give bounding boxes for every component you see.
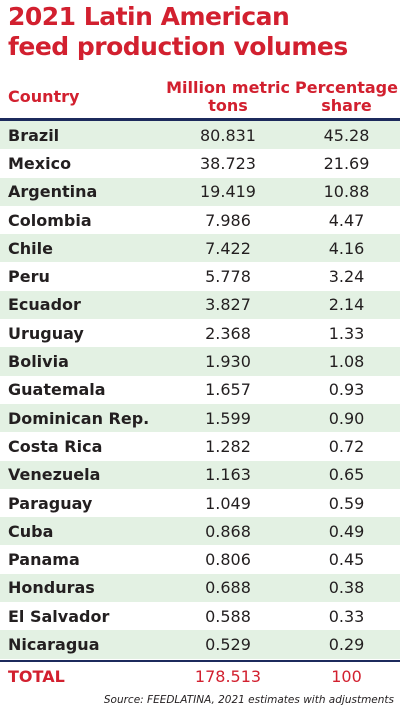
- header-cell: Million metric tons: [166, 78, 290, 115]
- value-cell: 5.778: [205, 267, 251, 287]
- value-cell: 4.16: [328, 238, 365, 258]
- value-cell: 38.723: [200, 153, 256, 173]
- total-cell: TOTAL: [8, 666, 65, 686]
- total-cell: 100: [331, 666, 362, 686]
- value-cell: 3.24: [328, 267, 365, 287]
- table-row: Bolivia 1.930 1.08: [0, 347, 400, 376]
- value-cell: 1.657: [205, 380, 251, 400]
- table-row: El Salvador 0.588 0.33: [0, 602, 400, 630]
- value-cell: 0.588: [205, 606, 251, 626]
- value-cell: 1.599: [205, 408, 251, 428]
- table-row: Argentina 19.419 10.88: [0, 177, 400, 206]
- value-cell: 0.29: [328, 634, 365, 654]
- table-row: Panama 0.806 0.45: [0, 545, 400, 573]
- country-cell: Honduras: [8, 578, 95, 598]
- country-cell: Argentina: [8, 182, 98, 202]
- table-row: Colombia 7.986 4.47: [0, 206, 400, 234]
- table-row: Costa Rica 1.282 0.72: [0, 432, 400, 460]
- country-cell: Uruguay: [8, 323, 84, 343]
- country-cell: Cuba: [8, 521, 54, 541]
- value-cell: 19.419: [200, 182, 256, 202]
- title-line: feed production volumes: [8, 32, 348, 61]
- table-header: Country Million metric tons Percentage s…: [0, 76, 400, 121]
- value-cell: 10.88: [323, 182, 370, 202]
- table-row: Chile 7.422 4.16: [0, 234, 400, 263]
- country-cell: Dominican Rep.: [8, 408, 150, 428]
- value-cell: 0.529: [205, 634, 251, 654]
- value-cell: 0.38: [328, 578, 365, 598]
- table-row: Venezuela 1.163 0.65: [0, 460, 400, 489]
- value-cell: 1.33: [328, 323, 365, 343]
- value-cell: 0.90: [328, 408, 365, 428]
- country-cell: Panama: [8, 550, 80, 570]
- value-cell: 1.049: [205, 493, 251, 513]
- table-row: Ecuador 3.827 2.14: [0, 290, 400, 320]
- country-cell: El Salvador: [8, 606, 110, 626]
- value-cell: 0.45: [328, 550, 365, 570]
- value-cell: 1.163: [205, 465, 251, 485]
- value-cell: 0.93: [328, 380, 365, 400]
- header-cell: Country: [8, 87, 80, 106]
- value-cell: 7.422: [205, 238, 251, 258]
- value-cell: 45.28: [323, 125, 370, 145]
- value-cell: 0.59: [328, 493, 365, 513]
- total-row: TOTAL 178.513 100: [0, 660, 400, 690]
- table-row: Nicaragua 0.529 0.29: [0, 630, 400, 659]
- table-row: Guatemala 1.657 0.93: [0, 376, 400, 404]
- table-row: Honduras 0.688 0.38: [0, 573, 400, 603]
- country-cell: Peru: [8, 267, 50, 287]
- value-cell: 0.33: [328, 606, 365, 626]
- country-cell: Mexico: [8, 153, 72, 173]
- source-note: Source: FEEDLATINA, 2021 estimates with …: [103, 694, 394, 706]
- country-cell: Guatemala: [8, 380, 106, 400]
- table-row: Paraguay 1.049 0.59: [0, 489, 400, 517]
- country-cell: Brazil: [8, 125, 60, 145]
- country-cell: Venezuela: [8, 465, 101, 485]
- country-cell: Paraguay: [8, 493, 93, 513]
- total-cell: 178.513: [194, 666, 262, 686]
- table-body: Brazil 80.831 45.28 Mexico 38.723 21.69 Argent…: [0, 121, 400, 659]
- value-cell: 0.49: [328, 521, 365, 541]
- title: 2021 Latin American feed production volu…: [8, 2, 348, 62]
- value-cell: 0.72: [328, 436, 365, 456]
- table-row: Mexico 38.723 21.69: [0, 149, 400, 177]
- table-row: Brazil 80.831 45.28: [0, 121, 400, 150]
- value-cell: 1.930: [205, 352, 251, 372]
- country-cell: Colombia: [8, 210, 92, 230]
- country-cell: Nicaragua: [8, 634, 100, 654]
- value-cell: 0.806: [205, 550, 251, 570]
- value-cell: 0.868: [205, 521, 251, 541]
- country-cell: Chile: [8, 238, 53, 258]
- country-cell: Costa Rica: [8, 436, 103, 456]
- country-cell: Ecuador: [8, 295, 81, 315]
- table-row: Dominican Rep. 1.599 0.90: [0, 403, 400, 433]
- table-row: Cuba 0.868 0.49: [0, 517, 400, 546]
- value-cell: 2.368: [205, 323, 251, 343]
- value-cell: 1.08: [328, 352, 365, 372]
- value-cell: 2.14: [328, 295, 365, 315]
- value-cell: 4.47: [328, 210, 365, 230]
- value-cell: 7.986: [205, 210, 251, 230]
- value-cell: 0.688: [205, 578, 251, 598]
- country-cell: Bolivia: [8, 352, 69, 372]
- value-cell: 80.831: [200, 125, 256, 145]
- value-cell: 21.69: [323, 153, 370, 173]
- value-cell: 0.65: [328, 465, 365, 485]
- table-row: Uruguay 2.368 1.33: [0, 319, 400, 347]
- value-cell: 1.282: [205, 436, 251, 456]
- value-cell: 3.827: [205, 295, 251, 315]
- header-cell: Percentage share: [295, 78, 398, 115]
- title-line: 2021 Latin American: [8, 2, 290, 31]
- table-row: Peru 5.778 3.24: [0, 262, 400, 290]
